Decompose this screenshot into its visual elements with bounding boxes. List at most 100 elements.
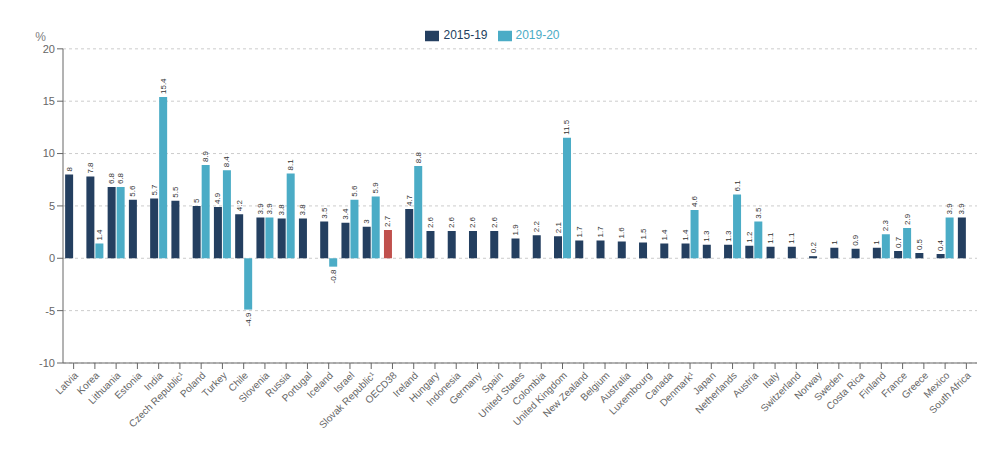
svg-text:2.6: 2.6 [426, 216, 435, 228]
svg-text:0: 0 [49, 252, 55, 264]
svg-text:5.6: 5.6 [128, 185, 137, 197]
svg-text:OECD38: OECD38 [362, 369, 399, 406]
svg-text:3.9: 3.9 [945, 203, 954, 215]
svg-text:1: 1 [830, 240, 839, 245]
svg-text:Australia: Australia [597, 369, 633, 405]
svg-text:1.5: 1.5 [639, 228, 648, 240]
svg-text:1.6: 1.6 [617, 227, 626, 239]
svg-text:United States: United States [476, 369, 527, 420]
svg-text:15.4: 15.4 [159, 78, 168, 94]
svg-text:-0.8: -0.8 [329, 269, 338, 283]
svg-text:3.4: 3.4 [341, 208, 350, 220]
svg-text:4.9: 4.9 [213, 192, 222, 204]
svg-text:United Kingdom: United Kingdom [510, 369, 569, 428]
svg-text:0.4: 0.4 [936, 239, 945, 251]
svg-text:2.6: 2.6 [490, 216, 499, 228]
svg-text:5: 5 [192, 198, 201, 203]
svg-text:Lithuania: Lithuania [86, 369, 123, 407]
svg-text:8.4: 8.4 [222, 156, 231, 168]
svg-text:Canada: Canada [642, 369, 676, 403]
svg-text:6.8: 6.8 [116, 172, 125, 184]
svg-text:Belgium: Belgium [578, 369, 612, 403]
svg-text:Indonesia: Indonesia [424, 369, 463, 409]
svg-text:Portugal: Portugal [280, 370, 314, 404]
svg-text:1.1: 1.1 [787, 232, 796, 244]
svg-text:Austria: Austria [730, 369, 760, 399]
svg-text:0.9: 0.9 [851, 234, 860, 246]
svg-text:2.2: 2.2 [532, 221, 541, 233]
svg-text:3.9: 3.9 [256, 203, 265, 215]
svg-text:11.5: 11.5 [563, 119, 572, 135]
svg-text:5.6: 5.6 [350, 185, 359, 197]
svg-text:-5: -5 [45, 305, 55, 317]
svg-text:New Zealand: New Zealand [540, 369, 591, 420]
svg-text:1.4: 1.4 [681, 229, 690, 241]
svg-text:4.6: 4.6 [690, 195, 699, 207]
svg-text:8.1: 8.1 [286, 159, 295, 171]
svg-text:1.2: 1.2 [745, 231, 754, 243]
svg-text:2.1: 2.1 [554, 222, 563, 234]
svg-text:8.8: 8.8 [414, 151, 423, 163]
svg-text:8: 8 [65, 166, 74, 171]
svg-text:Germany: Germany [447, 369, 484, 407]
svg-text:Denmark¹: Denmark¹ [657, 369, 697, 409]
svg-text:1.4: 1.4 [95, 229, 104, 241]
svg-text:-4.9: -4.9 [244, 312, 253, 326]
svg-text:1.4: 1.4 [660, 229, 669, 241]
svg-text:Estonia: Estonia [112, 369, 144, 401]
svg-text:20: 20 [43, 43, 55, 55]
svg-text:Sweden: Sweden [811, 369, 846, 403]
svg-text:Costa Rica: Costa Rica [824, 369, 867, 412]
svg-text:1.7: 1.7 [575, 226, 584, 238]
svg-text:7.8: 7.8 [86, 162, 95, 174]
svg-text:1.3: 1.3 [702, 230, 711, 242]
svg-text:Slovenia: Slovenia [236, 369, 272, 405]
svg-text:3.9: 3.9 [265, 203, 274, 215]
svg-text:5: 5 [49, 200, 55, 212]
svg-text:1.9: 1.9 [511, 224, 520, 236]
svg-text:Hungary: Hungary [406, 369, 442, 405]
svg-text:8.9: 8.9 [201, 150, 210, 162]
svg-text:10: 10 [43, 147, 55, 159]
svg-text:Netherlands: Netherlands [693, 369, 739, 416]
svg-text:South Africa: South Africa [927, 369, 973, 415]
svg-text:5.5: 5.5 [171, 186, 180, 198]
svg-text:4.2: 4.2 [235, 200, 244, 212]
svg-text:-10: -10 [39, 357, 55, 369]
svg-text:Finland: Finland [856, 369, 888, 401]
svg-text:3: 3 [362, 219, 371, 224]
svg-text:5.7: 5.7 [150, 184, 159, 196]
svg-text:%: % [35, 30, 46, 44]
svg-text:Colombia: Colombia [510, 369, 548, 408]
svg-text:15: 15 [43, 95, 55, 107]
svg-text:Latvia: Latvia [53, 369, 80, 396]
svg-text:3.5: 3.5 [754, 207, 763, 219]
svg-text:1: 1 [872, 240, 881, 245]
svg-text:Switzerland: Switzerland [758, 369, 803, 414]
svg-text:Iceland: Iceland [305, 370, 336, 401]
svg-text:5.9: 5.9 [371, 182, 380, 194]
svg-text:2.9: 2.9 [903, 213, 912, 225]
svg-text:0.7: 0.7 [894, 236, 903, 248]
svg-text:3.8: 3.8 [298, 204, 307, 216]
svg-text:1.3: 1.3 [724, 230, 733, 242]
svg-text:6.1: 6.1 [733, 180, 742, 192]
svg-text:6.8: 6.8 [107, 172, 116, 184]
svg-text:0.2: 0.2 [809, 242, 818, 254]
svg-text:Norway: Norway [792, 369, 824, 402]
svg-text:3.8: 3.8 [277, 204, 286, 216]
svg-text:Slovak Republic¹: Slovak Republic¹ [316, 369, 378, 431]
svg-text:2.6: 2.6 [447, 216, 456, 228]
svg-text:Czech Republic¹: Czech Republic¹ [127, 369, 187, 429]
svg-text:1.1: 1.1 [766, 232, 775, 244]
svg-text:Turkey: Turkey [200, 370, 229, 399]
svg-text:4.7: 4.7 [405, 194, 414, 206]
svg-text:3.5: 3.5 [320, 207, 329, 219]
svg-text:0.5: 0.5 [915, 238, 924, 250]
svg-text:2.3: 2.3 [881, 220, 890, 232]
svg-text:3.9: 3.9 [957, 203, 966, 215]
svg-text:2.7: 2.7 [383, 215, 392, 227]
svg-text:2.6: 2.6 [468, 216, 477, 228]
svg-text:1.7: 1.7 [596, 226, 605, 238]
svg-text:Luxembourg: Luxembourg [606, 369, 654, 417]
